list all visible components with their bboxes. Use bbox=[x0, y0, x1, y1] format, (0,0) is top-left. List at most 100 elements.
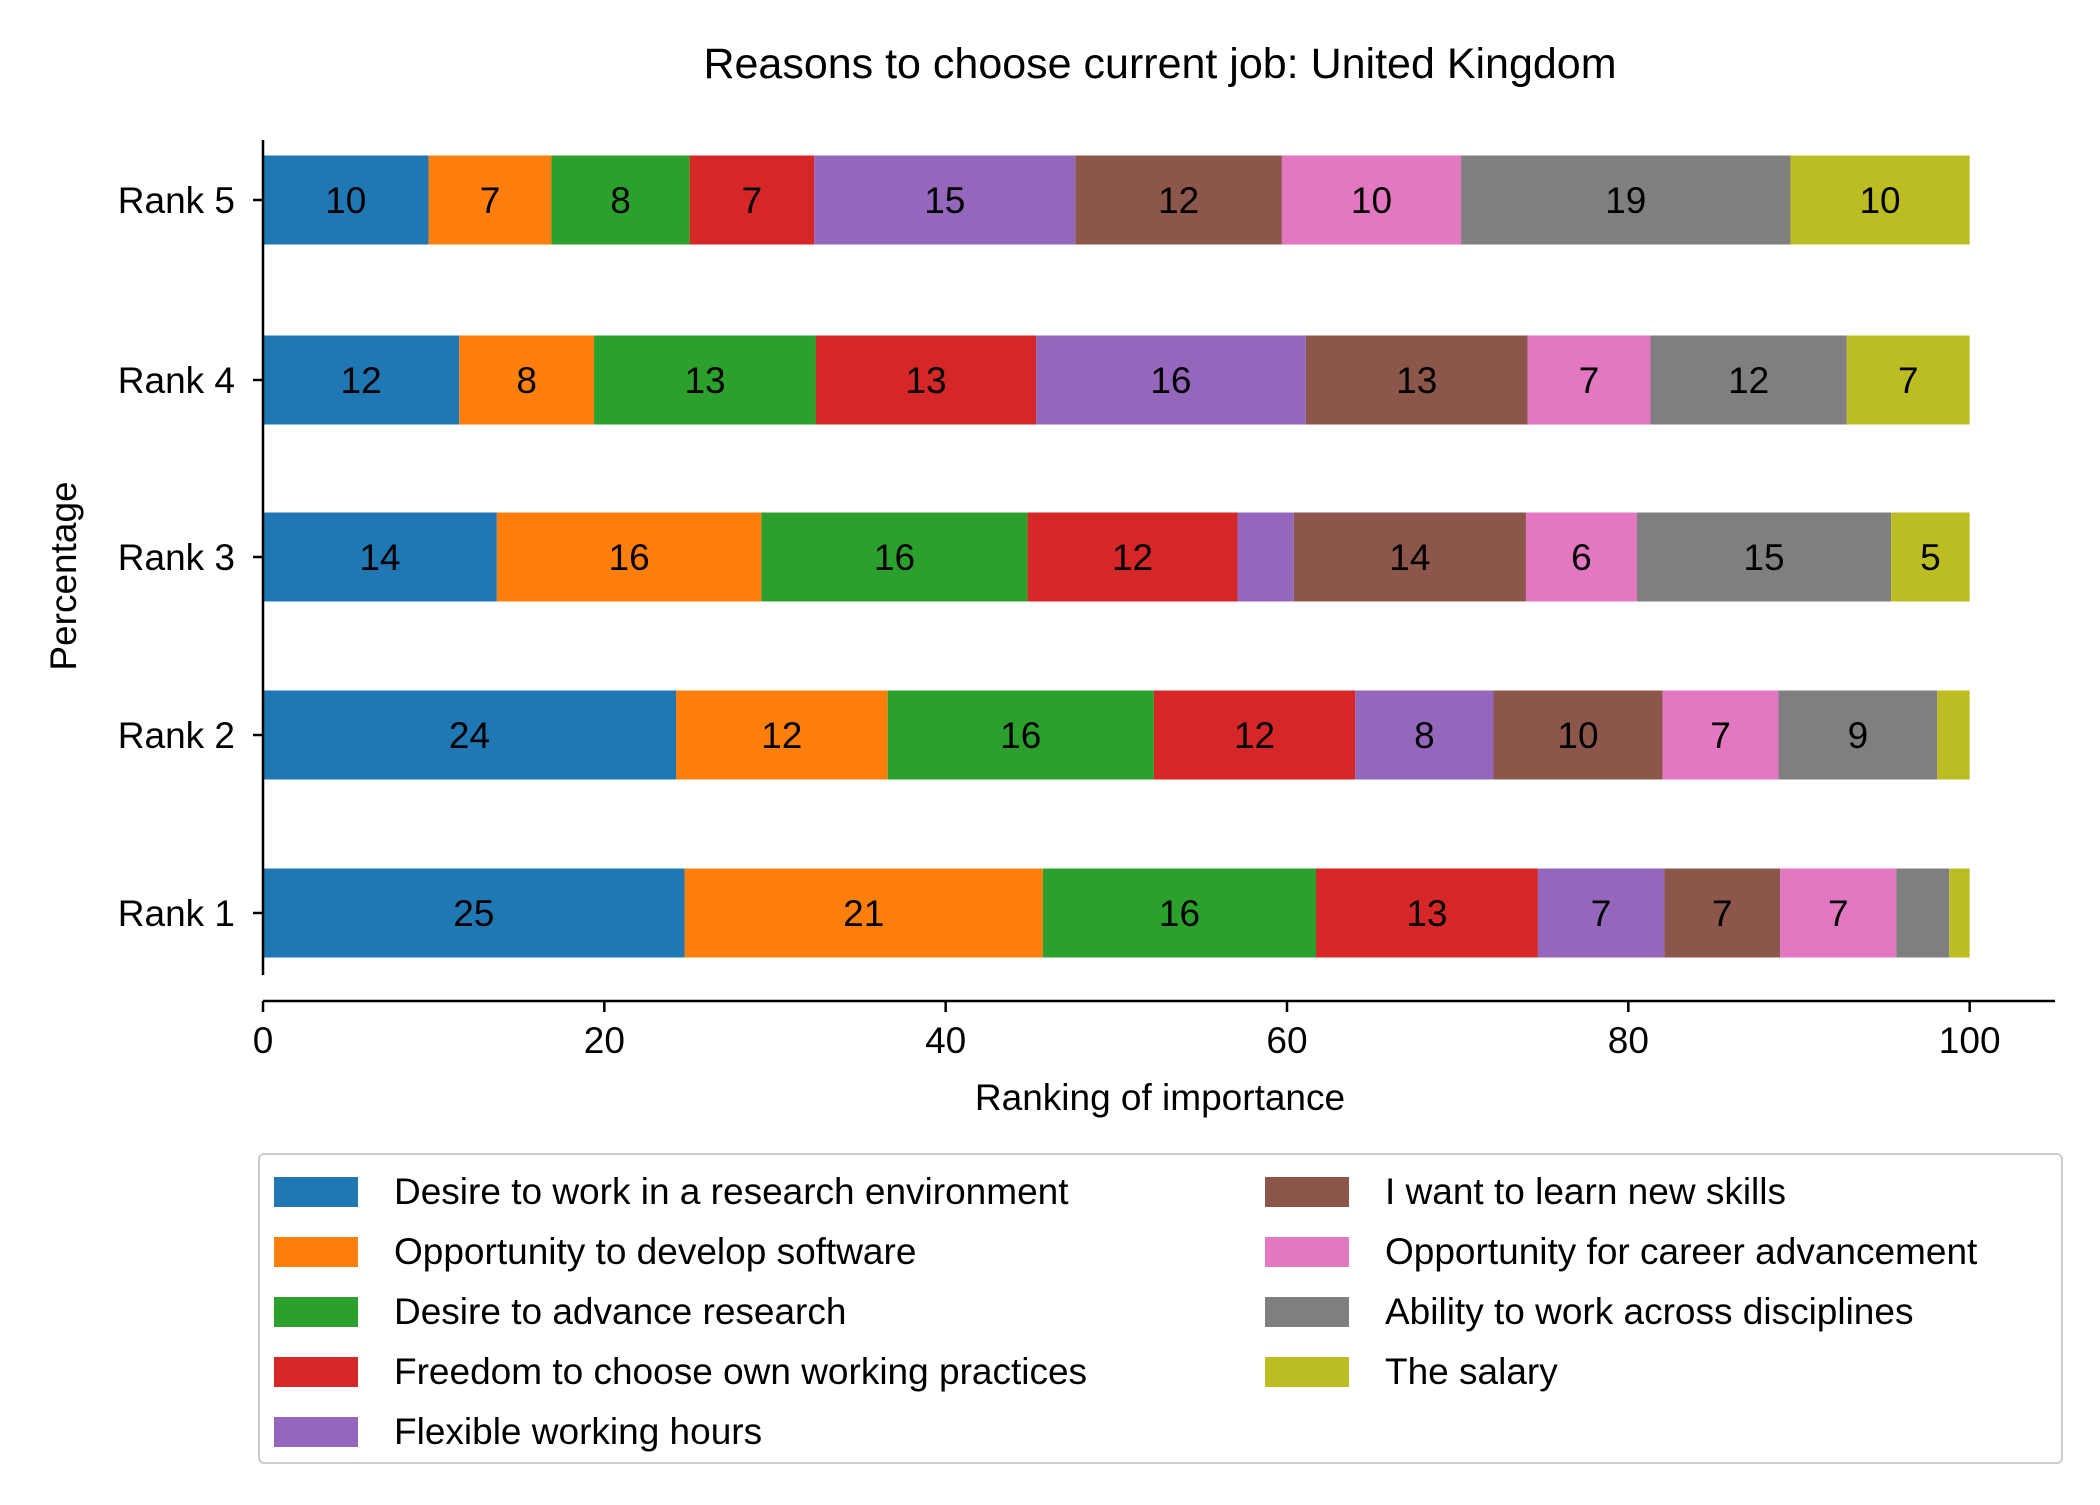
bar-segment bbox=[1891, 512, 1970, 602]
bar-value-label: 15 bbox=[924, 180, 965, 221]
bar-value-label: 12 bbox=[1112, 537, 1153, 578]
bar-segment bbox=[263, 512, 497, 602]
legend-swatch bbox=[274, 1177, 358, 1207]
bar-value-label: 6 bbox=[1571, 537, 1592, 578]
bar-segment bbox=[496, 512, 762, 602]
bar-value-label: 12 bbox=[761, 715, 802, 756]
legend-label: Freedom to choose own working practices bbox=[394, 1351, 1088, 1392]
legend-label: Flexible working hours bbox=[394, 1411, 763, 1452]
legend-swatch bbox=[274, 1417, 358, 1447]
bar-segment bbox=[1780, 868, 1897, 958]
bar-value-label: 8 bbox=[516, 360, 537, 401]
bar-value-label: 12 bbox=[1234, 715, 1275, 756]
bar-value-label: 16 bbox=[1000, 715, 1041, 756]
bar-segment bbox=[689, 155, 815, 245]
x-tick-label: 100 bbox=[1939, 1020, 2001, 1061]
legend-item: Flexible working hours bbox=[274, 1411, 763, 1452]
bar-value-label: 12 bbox=[341, 360, 382, 401]
legend-label: Ability to work across disciplines bbox=[1385, 1291, 1914, 1332]
y-tick-label: Rank 5 bbox=[118, 180, 235, 221]
bar-segment bbox=[1355, 690, 1494, 780]
bar-value-label: 9 bbox=[1848, 715, 1869, 756]
legend-item: Desire to work in a research environment bbox=[274, 1171, 1069, 1212]
x-tick-label: 80 bbox=[1608, 1020, 1649, 1061]
bar-segment bbox=[263, 155, 429, 245]
bar-value-label: 7 bbox=[480, 180, 501, 221]
x-tick-label: 0 bbox=[253, 1020, 274, 1061]
bar-segment bbox=[1042, 868, 1317, 958]
bar-segment bbox=[1027, 512, 1238, 602]
bar-value-label: 10 bbox=[1351, 180, 1392, 221]
y-tick-label: Rank 4 bbox=[118, 360, 235, 401]
legend-label: Opportunity to develop software bbox=[394, 1231, 917, 1272]
bar-segment bbox=[684, 868, 1043, 958]
bar-segment bbox=[761, 512, 1028, 602]
bar-segment bbox=[814, 155, 1076, 245]
bar-segment bbox=[1790, 155, 1970, 245]
bar-segment bbox=[1778, 690, 1938, 780]
bar-value-label: 7 bbox=[1591, 893, 1612, 934]
legend-swatch bbox=[274, 1237, 358, 1267]
legend-label: Desire to work in a research environment bbox=[394, 1171, 1069, 1212]
bar-segment bbox=[1662, 690, 1779, 780]
bar-value-label: 16 bbox=[1159, 893, 1200, 934]
legend-item: Freedom to choose own working practices bbox=[274, 1351, 1088, 1392]
bar-value-label: 10 bbox=[325, 180, 366, 221]
chart-title: Reasons to choose current job: United Ki… bbox=[703, 40, 1616, 88]
bar-segment bbox=[887, 690, 1154, 780]
bar-segment bbox=[815, 335, 1037, 425]
bar-segment bbox=[1636, 512, 1892, 602]
bar-value-label: 19 bbox=[1605, 180, 1646, 221]
bar-value-label: 7 bbox=[1828, 893, 1849, 934]
bar-segment bbox=[263, 868, 685, 958]
bar-segment bbox=[1281, 155, 1462, 245]
legend-swatch bbox=[274, 1357, 358, 1387]
bar-segment bbox=[1527, 335, 1651, 425]
x-tick-label: 40 bbox=[925, 1020, 966, 1061]
bar-segment bbox=[1461, 155, 1791, 245]
bar-segment bbox=[263, 335, 460, 425]
bar-segment bbox=[1237, 512, 1294, 602]
legend-label: Desire to advance research bbox=[394, 1291, 847, 1332]
legend-label: Opportunity for career advancement bbox=[1385, 1231, 1978, 1272]
bar-segment bbox=[1537, 868, 1665, 958]
bar-value-label: 14 bbox=[1389, 537, 1430, 578]
legend-label: I want to learn new skills bbox=[1385, 1171, 1787, 1212]
bar-segment bbox=[263, 690, 677, 780]
bar-segment bbox=[1316, 868, 1538, 958]
bar-value-label: 13 bbox=[684, 360, 725, 401]
bar-value-label: 12 bbox=[1158, 180, 1199, 221]
bar-value-label: 25 bbox=[453, 893, 494, 934]
bar-segment bbox=[1949, 868, 1970, 958]
bar-value-label: 7 bbox=[1710, 715, 1731, 756]
bar-segment bbox=[1153, 690, 1356, 780]
legend-swatch bbox=[1265, 1357, 1349, 1387]
bar-segment bbox=[428, 155, 552, 245]
y-axis-label: Percentage bbox=[43, 481, 84, 670]
legend-item: Opportunity to develop software bbox=[274, 1231, 917, 1272]
bar-value-label: 5 bbox=[1920, 537, 1941, 578]
bar-segment bbox=[1664, 868, 1781, 958]
bar-segment bbox=[551, 155, 690, 245]
y-tick-label: Rank 1 bbox=[118, 893, 235, 934]
bar-value-label: 16 bbox=[609, 537, 650, 578]
y-tick-label: Rank 3 bbox=[118, 537, 235, 578]
bar-value-label: 24 bbox=[449, 715, 490, 756]
bars-layer: 25 21 16 13 7 7 7 24 12 16 12 8 10 7 9 14 16 16 12 14 6 15 5 12… bbox=[263, 155, 1970, 958]
bar-value-label: 21 bbox=[843, 893, 884, 934]
legend-label: The salary bbox=[1385, 1351, 1558, 1392]
bar-segment bbox=[1937, 690, 1970, 780]
legend-item: The salary bbox=[1265, 1351, 1558, 1392]
x-tick-label: 20 bbox=[584, 1020, 625, 1061]
bar-segment bbox=[459, 335, 595, 425]
x-axis-label: Ranking of importance bbox=[975, 1077, 1345, 1118]
bar-value-label: 7 bbox=[1898, 360, 1919, 401]
x-tick-label: 60 bbox=[1266, 1020, 1307, 1061]
legend-swatch bbox=[1265, 1177, 1349, 1207]
y-tick-label: Rank 2 bbox=[118, 715, 235, 756]
bar-segment bbox=[676, 690, 888, 780]
bar-segment bbox=[1036, 335, 1306, 425]
bar-value-label: 13 bbox=[1406, 893, 1447, 934]
legend-swatch bbox=[1265, 1237, 1349, 1267]
